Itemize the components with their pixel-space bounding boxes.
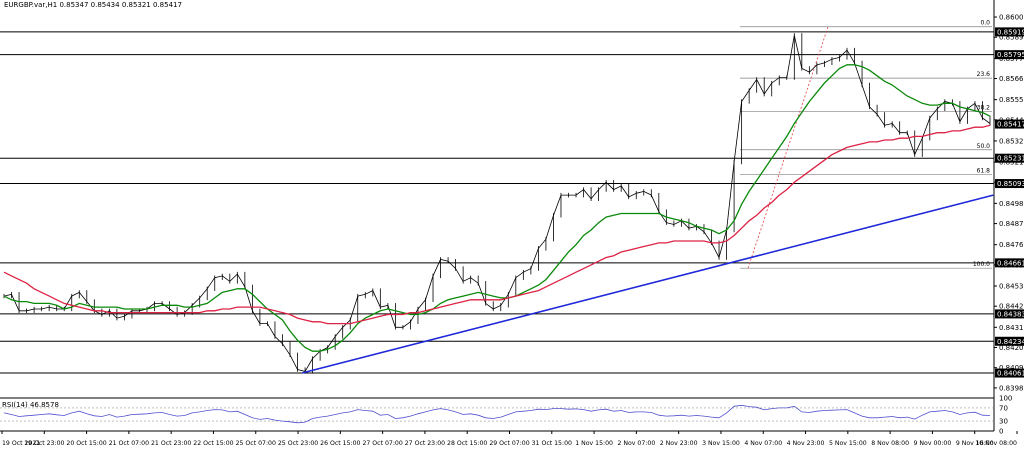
x-tick-label: 22 Oct 15:00 [193, 440, 233, 447]
rsi-tick-label: 0 [999, 428, 1003, 436]
x-tick-label: 4 Nov 23:00 [787, 440, 825, 447]
moving-average-slow-line [3, 124, 991, 325]
level-price-tag [995, 50, 1024, 60]
level-price-label: 0.84234 [997, 338, 1024, 346]
level-price-label: 0.85795 [997, 51, 1024, 59]
x-tick-label: 19 Oct 23:00 [24, 440, 64, 447]
x-tick-label: 2 Nov 07:00 [617, 440, 655, 447]
level-price-label: 0.84383 [997, 310, 1024, 318]
x-tick-label: 29 Oct 07:00 [489, 440, 529, 447]
level-price-tag [995, 27, 1024, 37]
current-price-tag [995, 119, 1024, 129]
x-tick-label: 19 Oct 2021 [2, 440, 40, 447]
rsi-tick-label: 70 [999, 404, 1008, 412]
x-tick-label: 25 Oct 23:00 [278, 440, 318, 447]
level-price-label: 0.85093 [997, 180, 1024, 188]
fib-level-label: 61.8 [977, 168, 991, 175]
x-tick-label: 26 Oct 15:00 [320, 440, 360, 447]
x-tick-label: 8 Nov 08:00 [871, 440, 909, 447]
level-price-label: 0.85231 [997, 155, 1024, 163]
x-tick-label: 21 Oct 23:00 [151, 440, 191, 447]
y-tick-label: 0.84875 [999, 220, 1024, 228]
y-tick-label: 0.84985 [999, 200, 1024, 208]
x-tick-label: 3 Nov 15:00 [702, 440, 740, 447]
x-tick-label: 28 Oct 15:00 [447, 440, 487, 447]
y-tick-label: 0.85325 [999, 137, 1024, 145]
x-tick-label: 27 Oct 23:00 [405, 440, 445, 447]
x-tick-label: 5 Nov 15:00 [829, 440, 867, 447]
x-tick-label: 2 Nov 23:00 [660, 440, 698, 447]
x-tick-label: 9 Nov 00:00 [914, 440, 952, 447]
level-price-tag [995, 258, 1024, 268]
fib-level-label: 50.0 [977, 143, 991, 150]
x-tick-label: 31 Oct 15:00 [532, 440, 572, 447]
x-tick-label: 20 Oct 15:00 [66, 440, 106, 447]
level-price-tag [995, 179, 1024, 189]
x-tick-label: 10 Nov 08:00 [975, 440, 1017, 447]
x-tick-label: 1 Nov 15:00 [575, 440, 613, 447]
x-tick-label: 27 Oct 07:00 [362, 440, 402, 447]
fib-level-label: 0.0 [980, 20, 990, 27]
level-price-tag [995, 368, 1024, 378]
y-tick-label: 0.85665 [999, 75, 1024, 83]
price-line [3, 35, 991, 372]
x-tick-label: 4 Nov 07:00 [744, 440, 782, 447]
fib-level-label: 38.2 [977, 105, 991, 112]
level-price-tag [995, 336, 1024, 346]
symbol-header: EURGBP.var,H1 0.85347 0.85434 0.85321 0.… [4, 1, 182, 9]
y-tick-label: 0.84535 [999, 283, 1024, 291]
rsi-line [3, 404, 991, 424]
level-price-tag [995, 153, 1024, 163]
fib-level-label: 23.6 [977, 71, 991, 78]
level-price-label: 0.84661 [997, 259, 1024, 267]
trend-line [301, 194, 994, 374]
moving-average-fast-line [3, 64, 991, 352]
x-tick-label: 25 Oct 07:00 [236, 440, 276, 447]
x-tick-label: 21 Oct 07:00 [109, 440, 149, 447]
rsi-tick-label: 30 [999, 418, 1008, 426]
y-tick-label: 0.84425 [999, 303, 1024, 311]
rsi-tick-label: 100 [999, 395, 1012, 403]
fib-level-label: 100.0 [973, 261, 990, 268]
level-price-label: 0.84061 [997, 370, 1024, 378]
level-price-label: 0.85919 [997, 28, 1024, 36]
current-price-label: 0.85417 [997, 121, 1024, 129]
level-price-tag [995, 309, 1024, 319]
rsi-label: RSI(14) 46.8578 [2, 401, 59, 409]
x-tick-label: 9 Nov 16:00 [956, 440, 994, 447]
fib-diagonal-line [747, 26, 829, 269]
